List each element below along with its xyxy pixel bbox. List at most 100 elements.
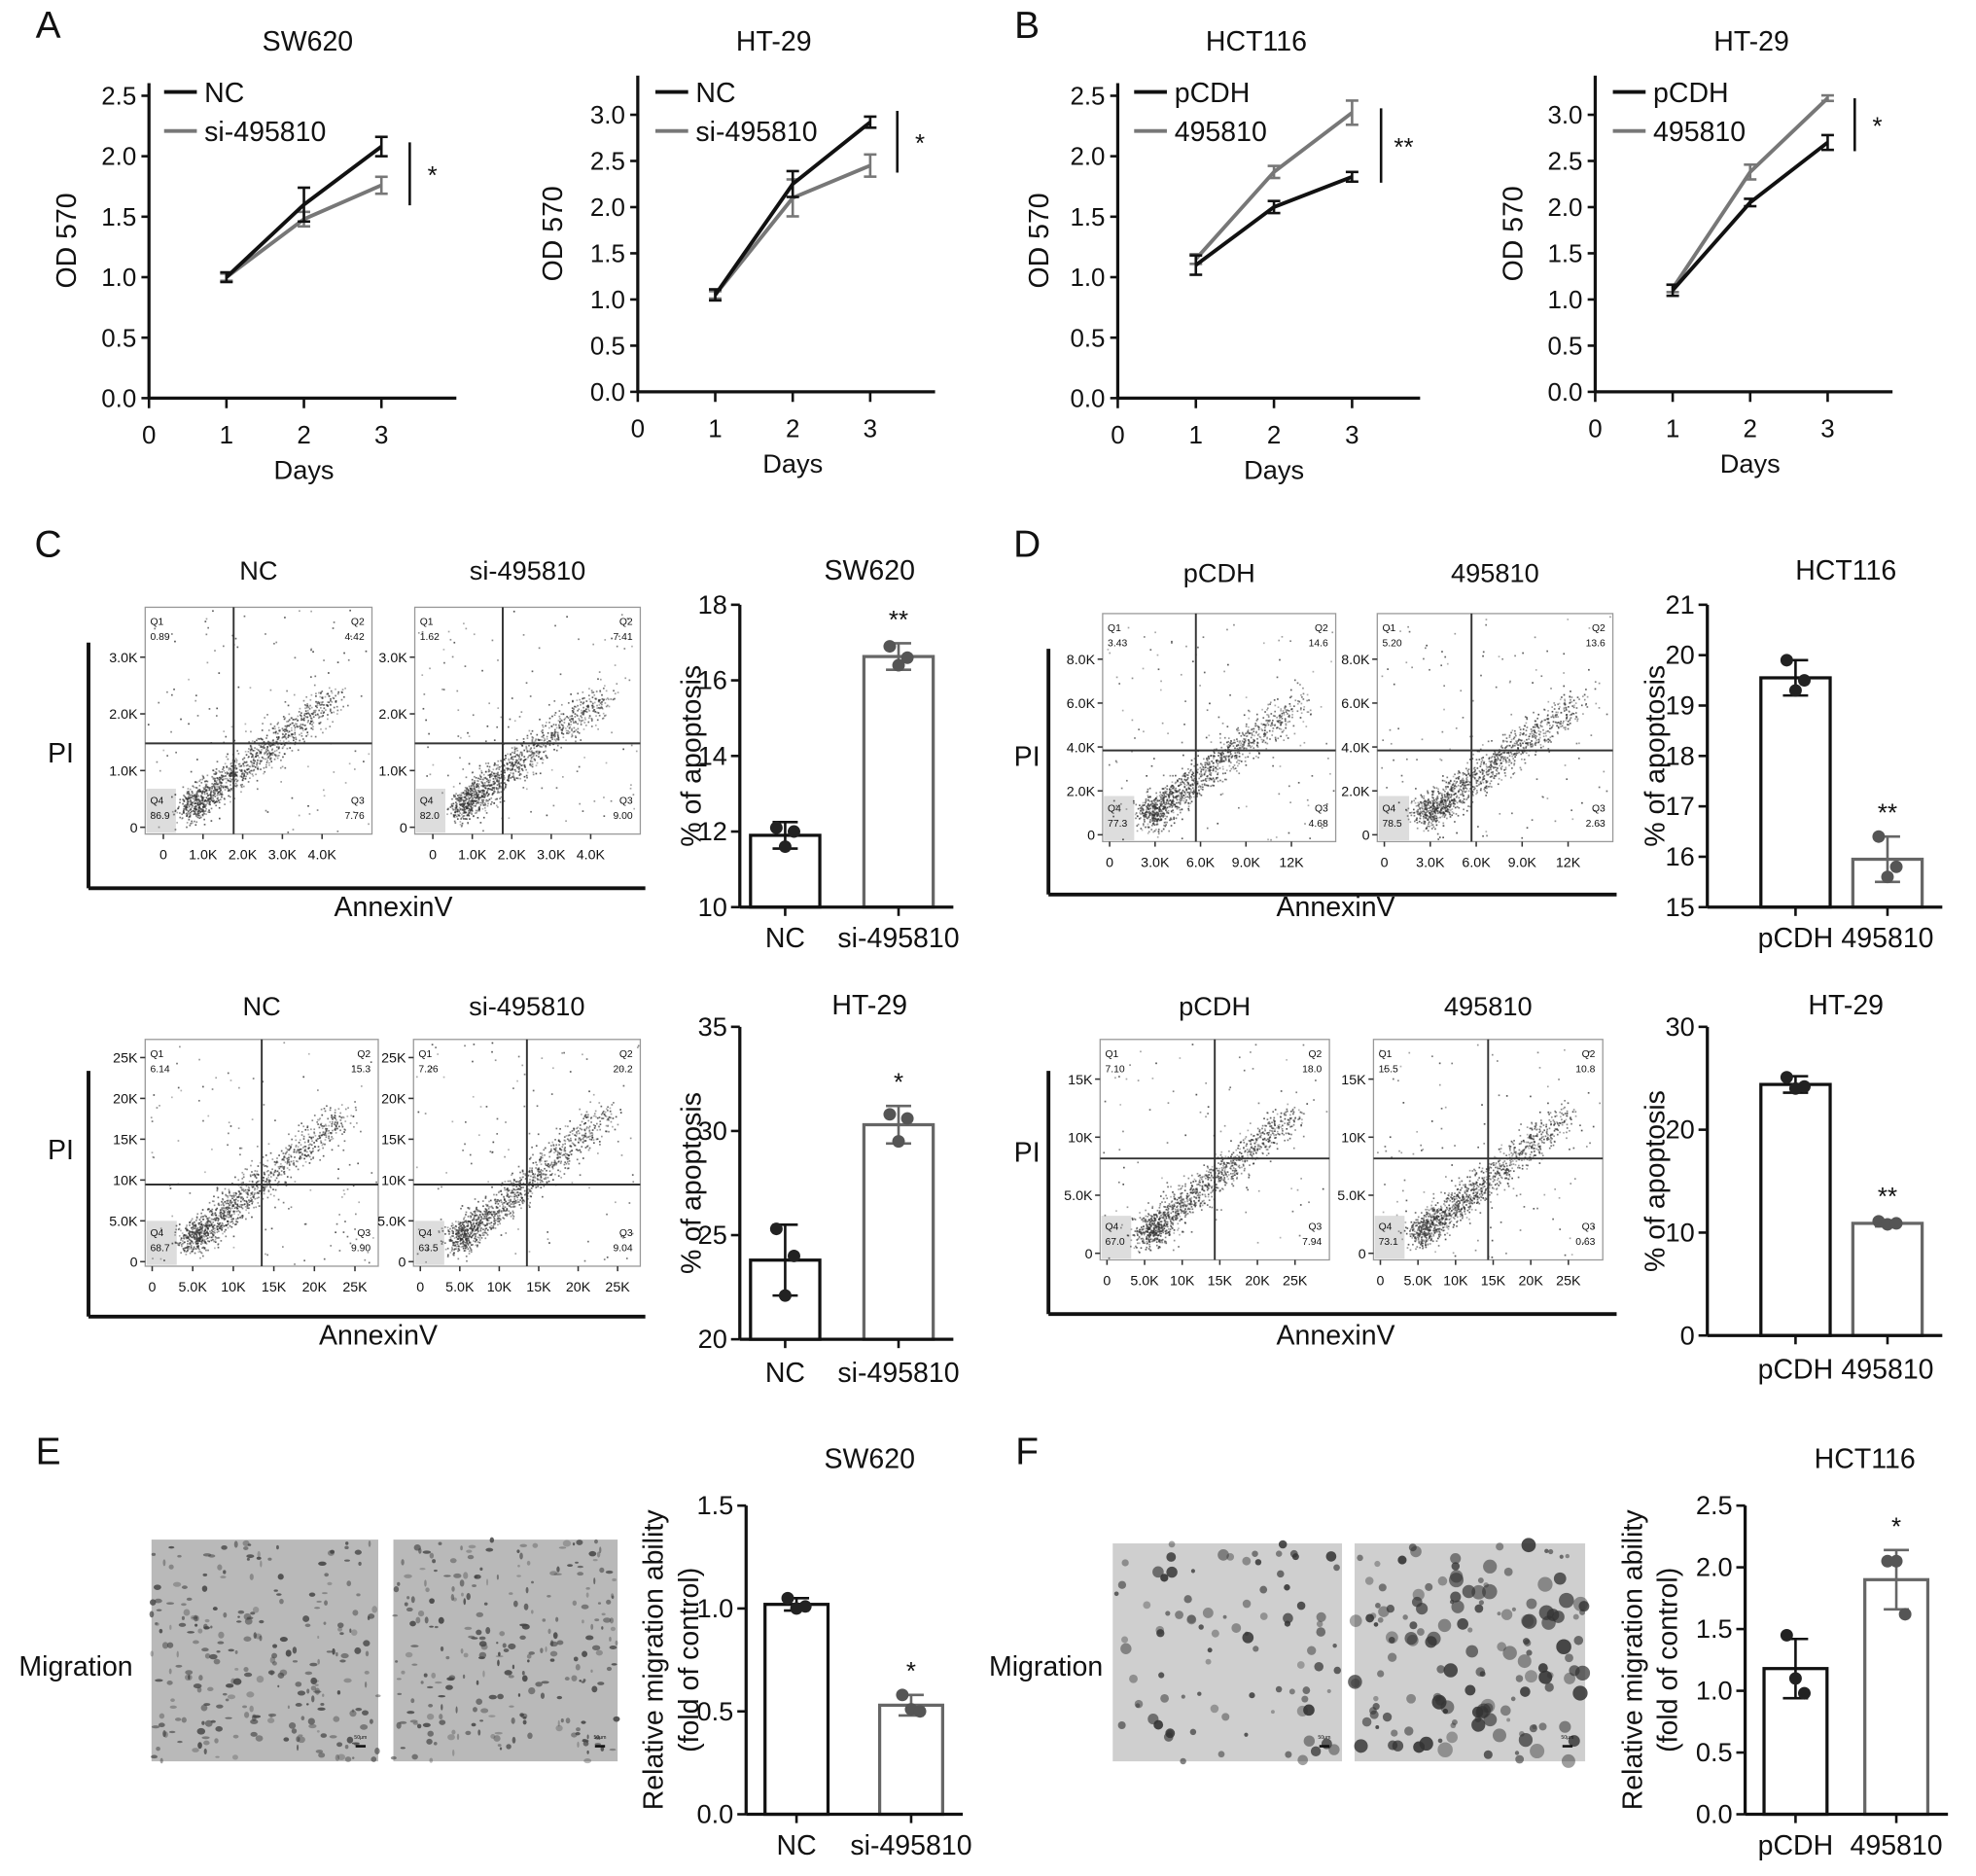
event-dot (310, 721, 312, 723)
event-dot (566, 1138, 569, 1141)
event-dot (541, 1179, 543, 1182)
q2-value: 15.3 (351, 1064, 370, 1075)
event-dot (524, 1192, 527, 1195)
event-dot (591, 1129, 594, 1131)
event-dot (516, 1080, 518, 1082)
event-dot (154, 627, 157, 630)
event-dot (156, 761, 159, 763)
event-dot (469, 1227, 471, 1230)
event-dot (309, 722, 312, 725)
event-dot (294, 718, 297, 721)
event-dot (591, 1129, 594, 1131)
event-dot (497, 806, 499, 808)
event-dot (221, 774, 223, 777)
event-dot (286, 1176, 289, 1178)
event-dot (245, 1209, 247, 1212)
event-dot (481, 785, 484, 787)
event-dot (287, 1159, 289, 1162)
event-dot (230, 771, 232, 774)
event-dot (246, 1196, 249, 1199)
event-dot (346, 1115, 349, 1117)
event-dot (587, 721, 590, 724)
event-dot (195, 791, 198, 793)
event-dot (283, 744, 286, 746)
event-dot (307, 1139, 310, 1142)
event-dot (190, 800, 192, 803)
event-dot (205, 800, 208, 802)
event-dot (196, 1231, 198, 1233)
event-dot (450, 802, 453, 805)
event-dot (578, 765, 581, 768)
event-dot (290, 1154, 292, 1157)
event-dot (478, 1221, 480, 1224)
event-dot (548, 722, 550, 724)
event-dot (200, 799, 203, 802)
event-dot (187, 1228, 189, 1231)
event-dot (548, 1155, 551, 1158)
event-dot (566, 1160, 569, 1163)
event-dot (213, 1240, 216, 1243)
event-dot (283, 1042, 286, 1044)
event-dot (592, 1139, 595, 1141)
event-dot (306, 733, 309, 736)
event-dot (457, 798, 460, 801)
event-dot (258, 1189, 261, 1192)
event-dot (501, 781, 503, 784)
event-dot (453, 808, 455, 811)
event-dot (323, 704, 325, 706)
event-dot (205, 796, 208, 799)
event-dot (192, 1236, 194, 1239)
significance-marker: * (1873, 114, 1883, 141)
event-dot (251, 1171, 253, 1173)
event-dot (583, 1115, 586, 1117)
event-dot (248, 771, 251, 773)
event-dot (590, 700, 593, 703)
event-dot (552, 734, 555, 737)
event-dot (593, 1115, 596, 1117)
event-dot (245, 1191, 247, 1193)
event-dot (162, 749, 165, 752)
event-dot (205, 783, 208, 786)
event-dot (206, 774, 209, 777)
event-dot (300, 717, 302, 720)
event-dot (229, 1214, 230, 1217)
event-dot (191, 810, 193, 813)
event-dot (199, 1224, 202, 1226)
event-dot (208, 708, 211, 710)
event-dot (275, 641, 278, 644)
event-dot (494, 798, 497, 800)
event-dot (191, 791, 194, 793)
event-dot (522, 760, 525, 762)
event-dot (498, 1221, 501, 1222)
event-dot (477, 777, 479, 780)
event-dot (189, 795, 192, 797)
event-dot (210, 799, 213, 801)
event-dot (507, 753, 510, 756)
event-dot (539, 1170, 542, 1173)
event-dot (497, 707, 500, 709)
event-dot (540, 1163, 543, 1166)
event-dot (478, 1241, 481, 1244)
event-dot (189, 798, 192, 801)
event-dot (282, 1201, 285, 1204)
event-dot (239, 1217, 241, 1219)
event-dot (219, 784, 222, 787)
event-dot (276, 757, 279, 760)
event-dot (567, 732, 570, 735)
event-dot (236, 750, 239, 752)
event-dot (560, 713, 563, 716)
event-dot (202, 777, 205, 779)
event-dot (150, 1116, 153, 1119)
event-dot (301, 724, 304, 726)
event-dot (455, 802, 458, 804)
event-dot (579, 698, 582, 701)
event-dot (243, 1203, 245, 1206)
event-dot (310, 676, 312, 678)
event-dot (458, 800, 461, 803)
event-dot (590, 718, 593, 720)
event-dot (196, 1226, 199, 1229)
event-dot (572, 700, 574, 703)
event-dot (471, 790, 474, 792)
event-dot (487, 774, 490, 777)
event-dot (220, 776, 222, 779)
